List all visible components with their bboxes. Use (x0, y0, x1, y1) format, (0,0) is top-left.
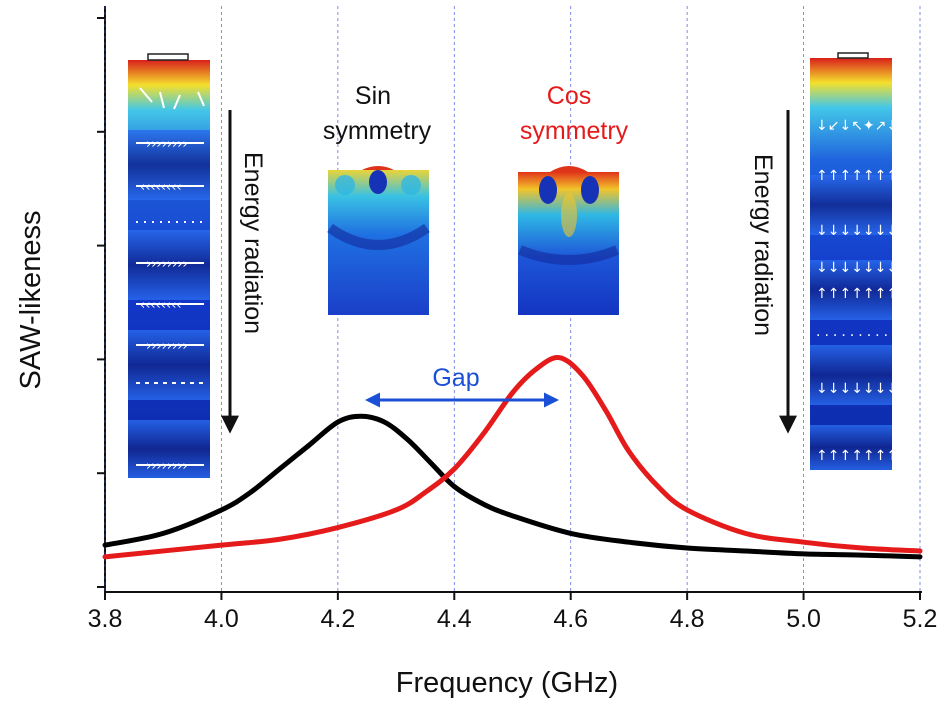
svg-text:↓↙↓↖✦↗↓↘: ↓↙↓↖✦↗↓↘ (816, 118, 910, 134)
cos-mode-inset (518, 166, 619, 315)
x-tick-label: 5.2 (903, 605, 938, 633)
x-axis-ticks: 3.8 4.0 4.2 4.4 4.6 4.8 5.0 5.2 (88, 592, 938, 633)
x-axis-title: Frequency (GHz) (396, 667, 618, 699)
x-tick-label: 5.0 (786, 605, 821, 633)
svg-text:↑↑↑↑↑↑↑↑↑: ↑↑↑↑↑↑↑↑↑ (816, 168, 922, 184)
svg-text:››››››››: ›››››››› (146, 137, 188, 152)
svg-text:‹‹‹‹‹‹‹‹: ‹‹‹‹‹‹‹‹ (140, 180, 182, 195)
svg-text:·········: ········· (816, 328, 892, 344)
svg-text:↓↓↓↓↓↓↓↓↓: ↓↓↓↓↓↓↓↓↓ (816, 381, 922, 397)
cos-label-line2: symmetry (520, 117, 629, 145)
sin-label-line2: symmetry (323, 117, 432, 145)
left-field-inset: ›››››››› ‹‹‹‹‹‹‹‹ ›››››››› ‹‹‹‹‹‹‹‹ ››››… (128, 53, 210, 478)
sin-mode-inset (327, 166, 430, 315)
y-axis-ticks (97, 17, 105, 588)
gap-label: Gap (432, 364, 479, 392)
y-axis-title: SAW-likeness (15, 211, 47, 390)
energy-label-right: Energy radiation (749, 154, 777, 336)
energy-label-left: Energy radiation (239, 152, 267, 334)
x-tick-label: 4.4 (437, 605, 472, 633)
plot-area: 3.8 4.0 4.2 4.4 4.6 4.8 5.0 5.2 (88, 6, 938, 633)
svg-text:↓↓↓↓↓↓↓↓↓: ↓↓↓↓↓↓↓↓↓ (816, 260, 922, 276)
svg-text:↑↑↑↑↑↑↑↑↑: ↑↑↑↑↑↑↑↑↑ (816, 286, 922, 302)
right-field-inset: ↓↙↓↖✦↗↓↘ ↑↑↑↑↑↑↑↑↑ ↓↓↓↓↓↓↓↓↓ ↓↓↓↓↓↓↓↓↓ ↑… (810, 52, 922, 470)
series-line-red (102, 355, 923, 560)
svg-text:↑↑↑↑↑↑↑↑↑: ↑↑↑↑↑↑↑↑↑ (816, 448, 922, 464)
x-tick-label: 4.6 (553, 605, 588, 633)
series-line-black (102, 413, 923, 560)
x-tick-label: 4.2 (320, 605, 355, 633)
series-layer (102, 355, 923, 560)
sin-label-line1: Sin (355, 82, 391, 110)
svg-text:↓↓↓↓↓↓↓↓↓: ↓↓↓↓↓↓↓↓↓ (816, 223, 922, 239)
svg-text:››››››››: ›››››››› (146, 339, 188, 354)
svg-text:‹‹‹‹‹‹‹‹: ‹‹‹‹‹‹‹‹ (140, 298, 182, 313)
x-tick-label: 4.8 (670, 605, 705, 633)
svg-text:››››››››: ›››››››› (146, 459, 188, 474)
cos-label-line1: Cos (547, 82, 591, 110)
svg-text:››››››››: ›››››››› (146, 257, 188, 272)
x-tick-label: 4.0 (204, 605, 239, 633)
x-tick-label: 3.8 (88, 605, 123, 633)
vertical-gridlines (104, 6, 921, 592)
